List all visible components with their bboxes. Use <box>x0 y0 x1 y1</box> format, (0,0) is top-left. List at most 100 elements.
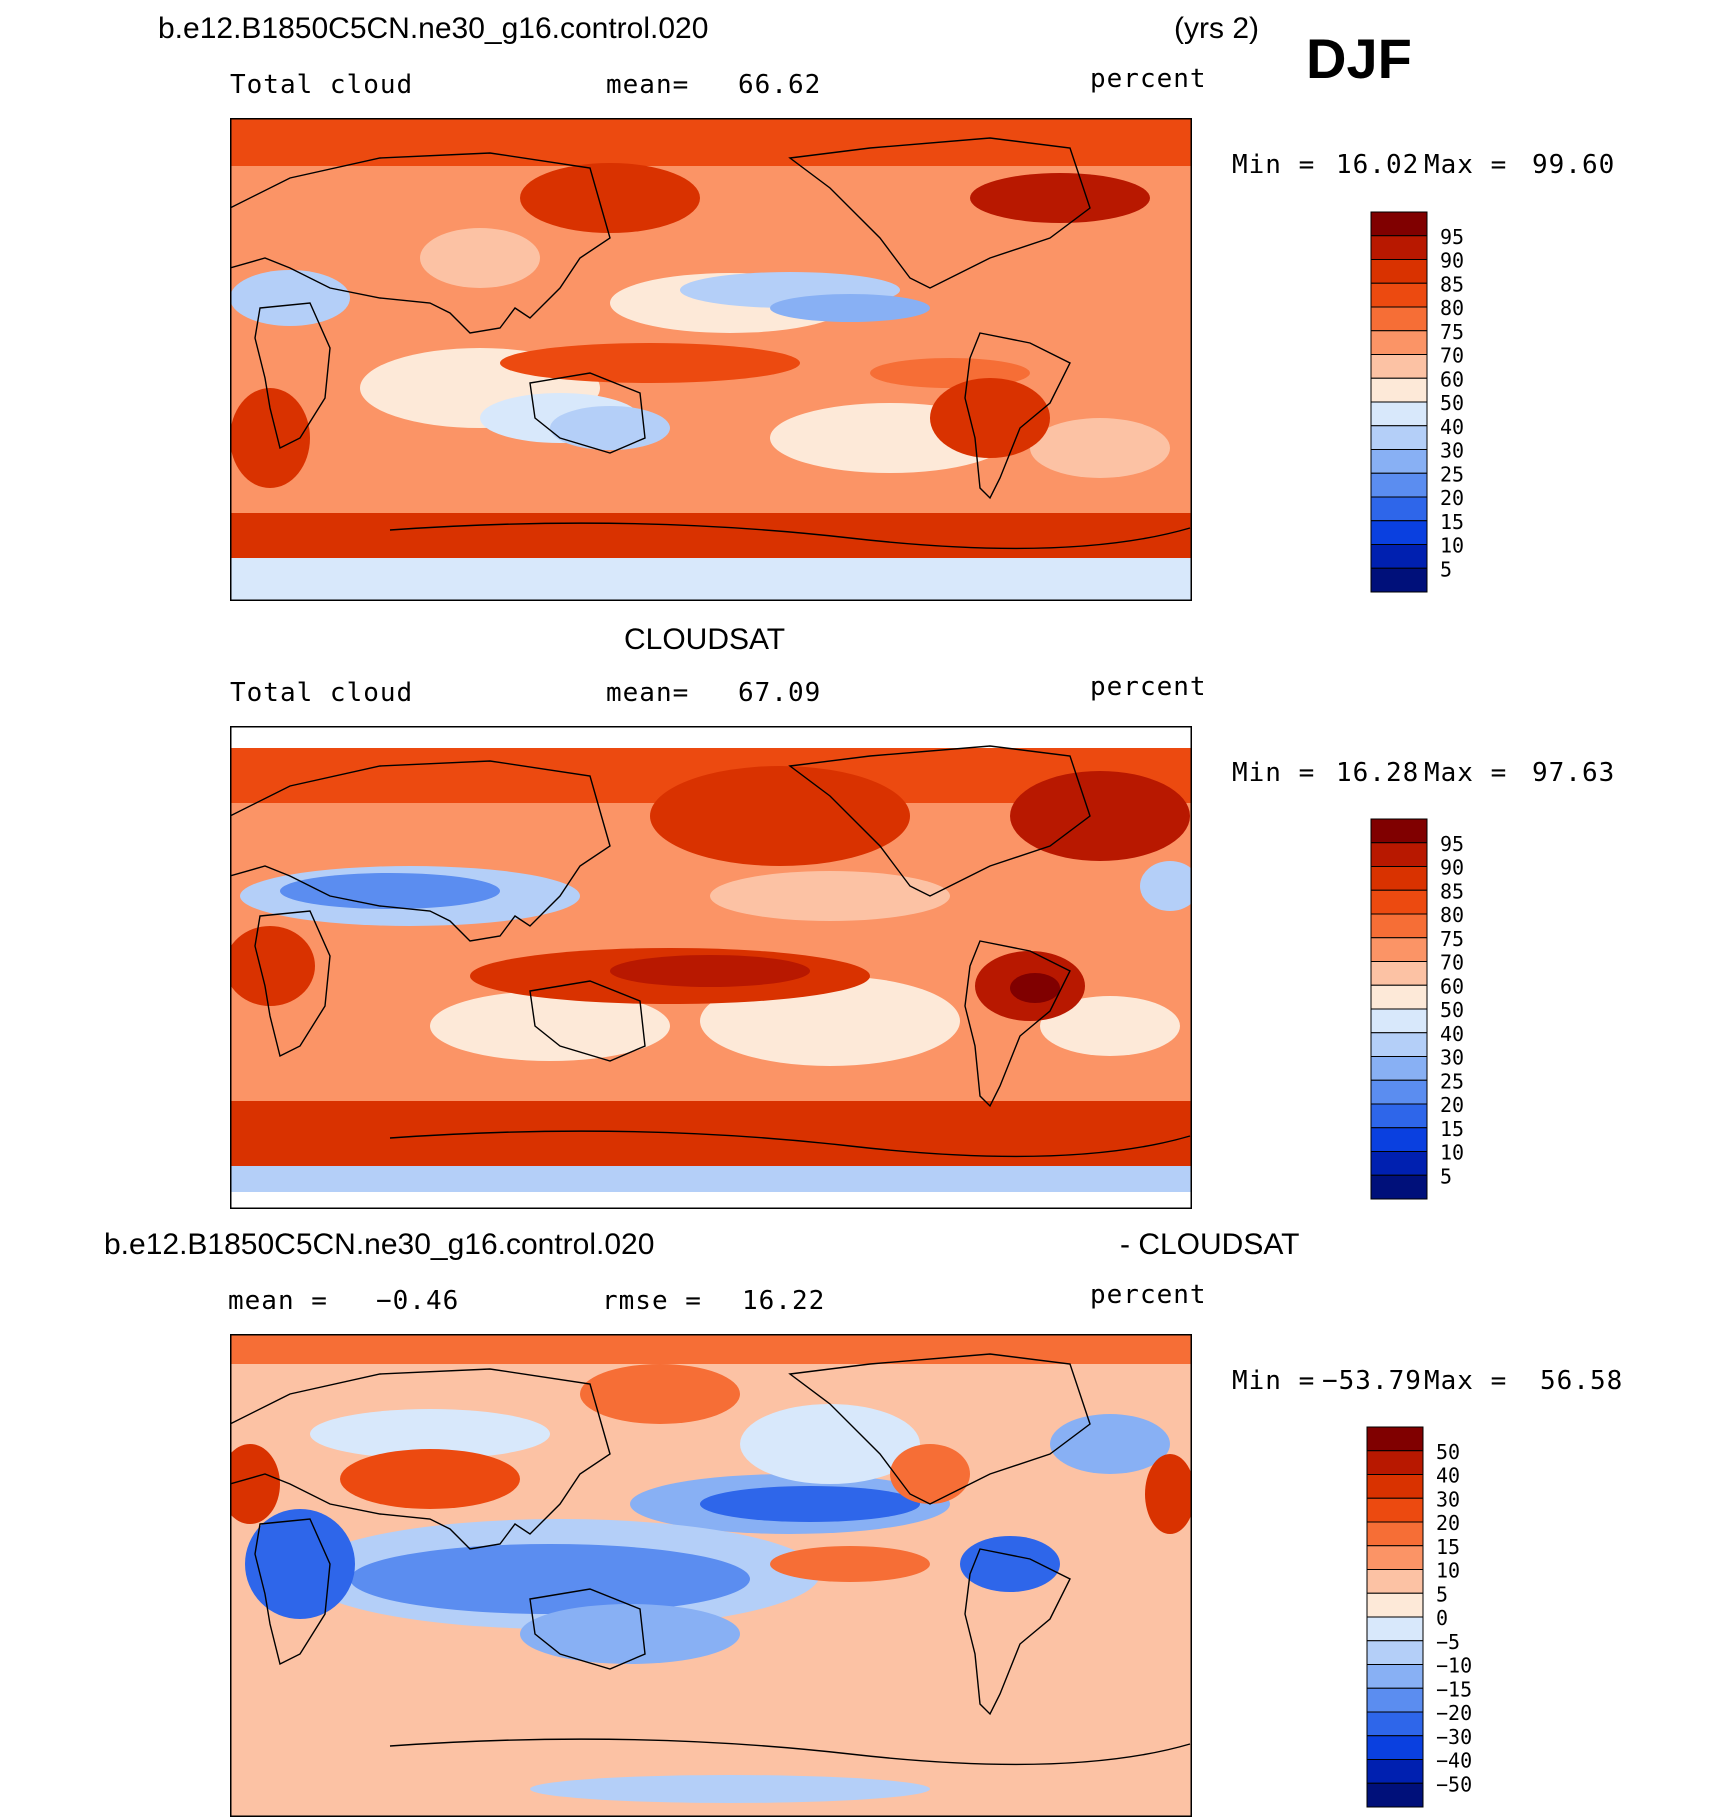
panel2-colorbar-label: 5 <box>1440 1164 1452 1188</box>
panel1-colorbar-label: 60 <box>1440 367 1464 391</box>
panel1-colorbar-label: 80 <box>1440 296 1464 320</box>
panel1-colorbar-label: 95 <box>1440 225 1464 249</box>
panel1-colorbar-label: 30 <box>1440 439 1464 463</box>
panel1-colorbar-box <box>1370 544 1428 569</box>
panel1-colorbar-label: 25 <box>1440 462 1464 486</box>
panel1-colorbar-box <box>1370 330 1428 355</box>
panel2-colorbar-label: 20 <box>1440 1093 1464 1117</box>
panel3-max-value: 56.58 <box>1540 1366 1624 1396</box>
panel3-colorbar-box <box>1366 1450 1424 1475</box>
panel1-colorbar-label: 90 <box>1440 249 1464 273</box>
panel2-colorbar: 95 90 85 80 75 70 60 50 40 30 25 20 15 10 5 <box>1370 818 1536 1202</box>
panel1-colorbar: 95 90 85 80 75 70 60 50 40 30 25 20 15 10 5 <box>1370 211 1536 595</box>
panel3-colorbar-box <box>1366 1569 1424 1594</box>
panel1-colorbar-box <box>1370 401 1428 427</box>
panel2-colorbar-box <box>1370 1008 1428 1034</box>
panel2-colorbar-box <box>1370 866 1428 891</box>
panel2-variable-label: Total cloud <box>230 678 414 708</box>
case-title: b.e12.B1850C5CN.ne30_g16.control.020 <box>158 12 709 45</box>
panel3-colorbar-label: −40 <box>1436 1749 1472 1773</box>
panel3-colorbar-box <box>1366 1426 1424 1452</box>
panel1-mean-label: mean= <box>606 70 690 100</box>
panel1-colorbar-box <box>1370 354 1428 379</box>
panel3-colorbar-label: −5 <box>1436 1630 1460 1654</box>
panel1-colorbar-label: 40 <box>1440 415 1464 439</box>
panel1-min-value: 16.02 <box>1336 150 1420 180</box>
panel2-units: percent <box>1090 672 1207 702</box>
panel3-coastlines <box>230 1353 1191 1766</box>
panel2-mean-value: 67.09 <box>738 678 822 708</box>
panel3-mean-label: mean = <box>228 1286 328 1316</box>
panel3-colorbar-label: −30 <box>1436 1725 1472 1749</box>
panel3-map-svg <box>230 1334 1192 1817</box>
panel3-colorbar-box <box>1366 1592 1424 1618</box>
panel2-colorbar-box <box>1370 1056 1428 1081</box>
panel1-colorbar-box <box>1370 306 1428 332</box>
panel1-colorbar-label: 5 <box>1440 557 1452 581</box>
panel1-mean-value: 66.62 <box>738 70 822 100</box>
panel3-colorbar-box <box>1366 1759 1424 1784</box>
panel1-colorbar-box <box>1370 520 1428 545</box>
panel2-colorbar-label: 30 <box>1440 1046 1464 1070</box>
panel3-colorbar-label: 10 <box>1436 1559 1460 1583</box>
panel2-map-svg <box>230 726 1192 1209</box>
panel1-colorbar-label: 75 <box>1440 320 1464 344</box>
panel2-title: CLOUDSAT <box>624 623 786 656</box>
panel3-colorbar-box <box>1366 1616 1424 1642</box>
panel3-units: percent <box>1090 1280 1207 1310</box>
panel3-min-label: Min = <box>1232 1366 1316 1396</box>
years-label: (yrs 2) <box>1174 12 1259 45</box>
panel2-map <box>230 726 1192 1209</box>
panel1-colorbar-box <box>1370 425 1428 450</box>
panel3-colorbar-label: 0 <box>1436 1606 1448 1630</box>
panel3-colorbar-box <box>1366 1474 1424 1499</box>
panel1-colorbar-label: 70 <box>1440 344 1464 368</box>
panel2-colorbar-box <box>1370 984 1428 1010</box>
panel2-colorbar-label: 40 <box>1440 1022 1464 1046</box>
panel1-max-label: Max = <box>1424 150 1508 180</box>
panel3-colorbar-label: −50 <box>1436 1772 1472 1796</box>
panel2-colorbar-label: 80 <box>1440 903 1464 927</box>
panel2-colorbar-box <box>1370 1174 1428 1200</box>
panel2-colorbar-box <box>1370 1127 1428 1152</box>
panel3-colorbar-label: 5 <box>1436 1582 1448 1606</box>
panel3-colorbar-box <box>1366 1711 1424 1737</box>
panel1-map-svg <box>230 118 1192 601</box>
panel3-colorbar-label: 40 <box>1436 1464 1460 1488</box>
panel3-min-value: −53.79 <box>1322 1366 1422 1396</box>
panel2-colorbar-box <box>1370 913 1428 939</box>
panel2-max-label: Max = <box>1424 758 1508 788</box>
panel2-max-value: 97.63 <box>1532 758 1616 788</box>
panel2-min-label: Min = <box>1232 758 1316 788</box>
panel2-colorbar-label: 10 <box>1440 1141 1464 1165</box>
panel3-map <box>230 1334 1192 1817</box>
panel2-min-value: 16.28 <box>1336 758 1420 788</box>
panel2-colorbar-label: 60 <box>1440 974 1464 998</box>
panel2-colorbar-box <box>1370 1079 1428 1105</box>
panel3-colorbar-box <box>1366 1782 1424 1808</box>
panel3-rmse-value: 16.22 <box>742 1286 826 1316</box>
panel3-rmse-label: rmse = <box>602 1286 702 1316</box>
panel1-colorbar-box <box>1370 282 1428 308</box>
panel2-colorbar-label: 95 <box>1440 832 1464 856</box>
panel1-units: percent <box>1090 64 1207 94</box>
season-label: DJF <box>1306 27 1412 90</box>
panel3-colorbar-box <box>1366 1664 1424 1689</box>
panel1-colorbar-box <box>1370 259 1428 284</box>
panel1-map <box>230 118 1192 601</box>
panel1-colorbar-box <box>1370 472 1428 498</box>
panel2-colorbar-label: 90 <box>1440 856 1464 880</box>
panel2-colorbar-box <box>1370 937 1428 962</box>
panel3-mean-value: −0.46 <box>376 1286 460 1316</box>
panel1-colorbar-box <box>1370 211 1428 237</box>
panel2-colorbar-box <box>1370 889 1428 915</box>
panel2-colorbar-label: 85 <box>1440 879 1464 903</box>
panel3-colorbar-label: 30 <box>1436 1487 1460 1511</box>
panel2-colorbar-label: 70 <box>1440 951 1464 975</box>
panel3-colorbar-label: 50 <box>1436 1440 1460 1464</box>
panel2-colorbar-box <box>1370 1103 1428 1129</box>
panel2-colorbar-label: 25 <box>1440 1069 1464 1093</box>
